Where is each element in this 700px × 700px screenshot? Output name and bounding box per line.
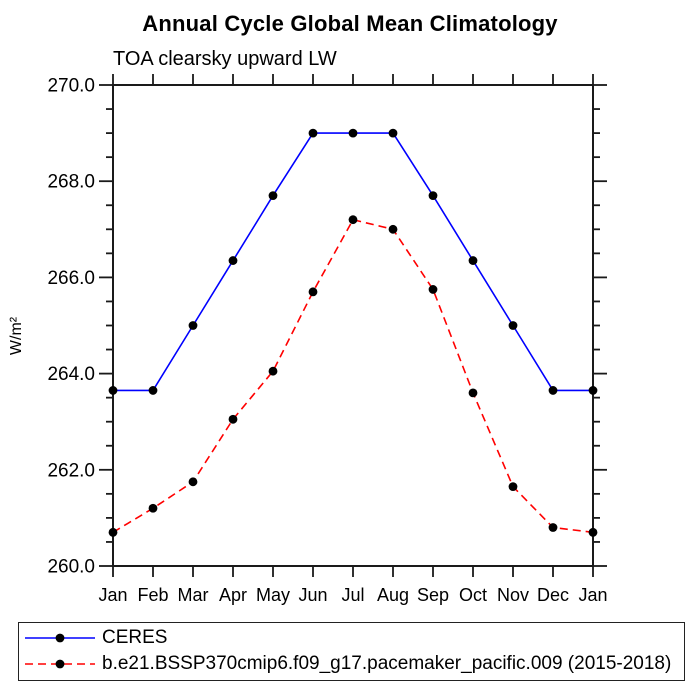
- data-point-1-Aug: [388, 224, 398, 234]
- data-point-0-Jul: [348, 128, 358, 138]
- legend: CERES b.e21.BSSP370cmip6.f09_g17.pacemak…: [18, 622, 685, 681]
- x-tick-label: Feb: [137, 585, 168, 605]
- data-point-1-Jan: [108, 527, 118, 537]
- y-tick-label: 268.0: [47, 172, 95, 193]
- legend-line-sample-pacemaker: [25, 659, 95, 669]
- data-point-0-Oct: [468, 256, 478, 265]
- data-point-1-May: [268, 366, 278, 376]
- x-tick-label: Jan: [98, 585, 127, 605]
- data-point-1-Nov: [508, 482, 518, 492]
- data-point-0-Feb: [148, 386, 158, 395]
- data-point-1-Jun: [308, 287, 318, 297]
- x-tick-label: Apr: [219, 585, 247, 605]
- x-tick-label: Oct: [459, 585, 487, 605]
- x-tick-label: Aug: [377, 585, 409, 605]
- legend-item-ceres: CERES: [22, 625, 684, 651]
- data-point-0-Apr: [228, 256, 238, 265]
- y-tick-label: 260.0: [47, 557, 95, 578]
- chart-subtitle: TOA clearsky upward LW: [113, 48, 337, 70]
- x-tick-label: Jun: [298, 585, 327, 605]
- data-point-1-Oct: [468, 388, 478, 398]
- legend-line-sample-ceres: [25, 633, 95, 643]
- data-point-0-Nov: [508, 321, 518, 330]
- data-point-1-Jan: [588, 527, 598, 537]
- legend-ceres-marker: [55, 633, 65, 643]
- legend-label-ceres: CERES: [102, 627, 168, 648]
- x-tick-label: Jan: [578, 585, 607, 605]
- data-point-0-Sep: [428, 191, 438, 201]
- y-tick-label: 266.0: [47, 268, 95, 289]
- legend-label-pacemaker: b.e21.BSSP370cmip6.f09_g17.pacemaker_pac…: [102, 653, 672, 674]
- chart-title: Annual Cycle Global Mean Climatology: [142, 11, 558, 36]
- data-point-0-Jan: [108, 386, 118, 395]
- y-tick-label: 262.0: [47, 460, 95, 481]
- data-point-0-Aug: [388, 128, 398, 138]
- data-point-0-Jan: [588, 386, 598, 395]
- x-tick-label: May: [256, 585, 290, 605]
- data-point-1-Mar: [188, 477, 198, 487]
- x-tick-label: Nov: [497, 585, 529, 605]
- data-point-0-Jun: [308, 128, 318, 138]
- data-point-1-Sep: [428, 285, 438, 294]
- data-point-0-Dec: [548, 386, 558, 395]
- legend-pacemaker-marker: [55, 659, 65, 669]
- series-line-0: [113, 132, 593, 392]
- x-tick-label: Jul: [341, 585, 364, 605]
- data-point-1-Jul: [348, 215, 358, 225]
- x-tick-label: Mar: [178, 585, 209, 605]
- x-tick-label: Sep: [417, 585, 449, 605]
- plot-frame: [112, 84, 594, 567]
- data-point-1-Dec: [548, 523, 558, 532]
- y-tick-label: 270.0: [47, 76, 95, 97]
- data-point-1-Apr: [228, 414, 238, 424]
- data-point-0-May: [268, 191, 278, 201]
- chart-canvas: 260.0 262.0 264.0 266.0 268.0 270.0 Jan Feb Mar A…: [8, 74, 608, 605]
- x-tick-label: Dec: [537, 585, 569, 605]
- y-tick-label: 264.0: [47, 364, 95, 385]
- legend-item-pacemaker: b.e21.BSSP370cmip6.f09_g17.pacemaker_pac…: [22, 651, 684, 677]
- y-axis-title: W/m²: [8, 316, 25, 355]
- data-point-1-Feb: [148, 503, 158, 513]
- data-point-0-Mar: [188, 321, 198, 330]
- series-line-1: [112, 218, 594, 534]
